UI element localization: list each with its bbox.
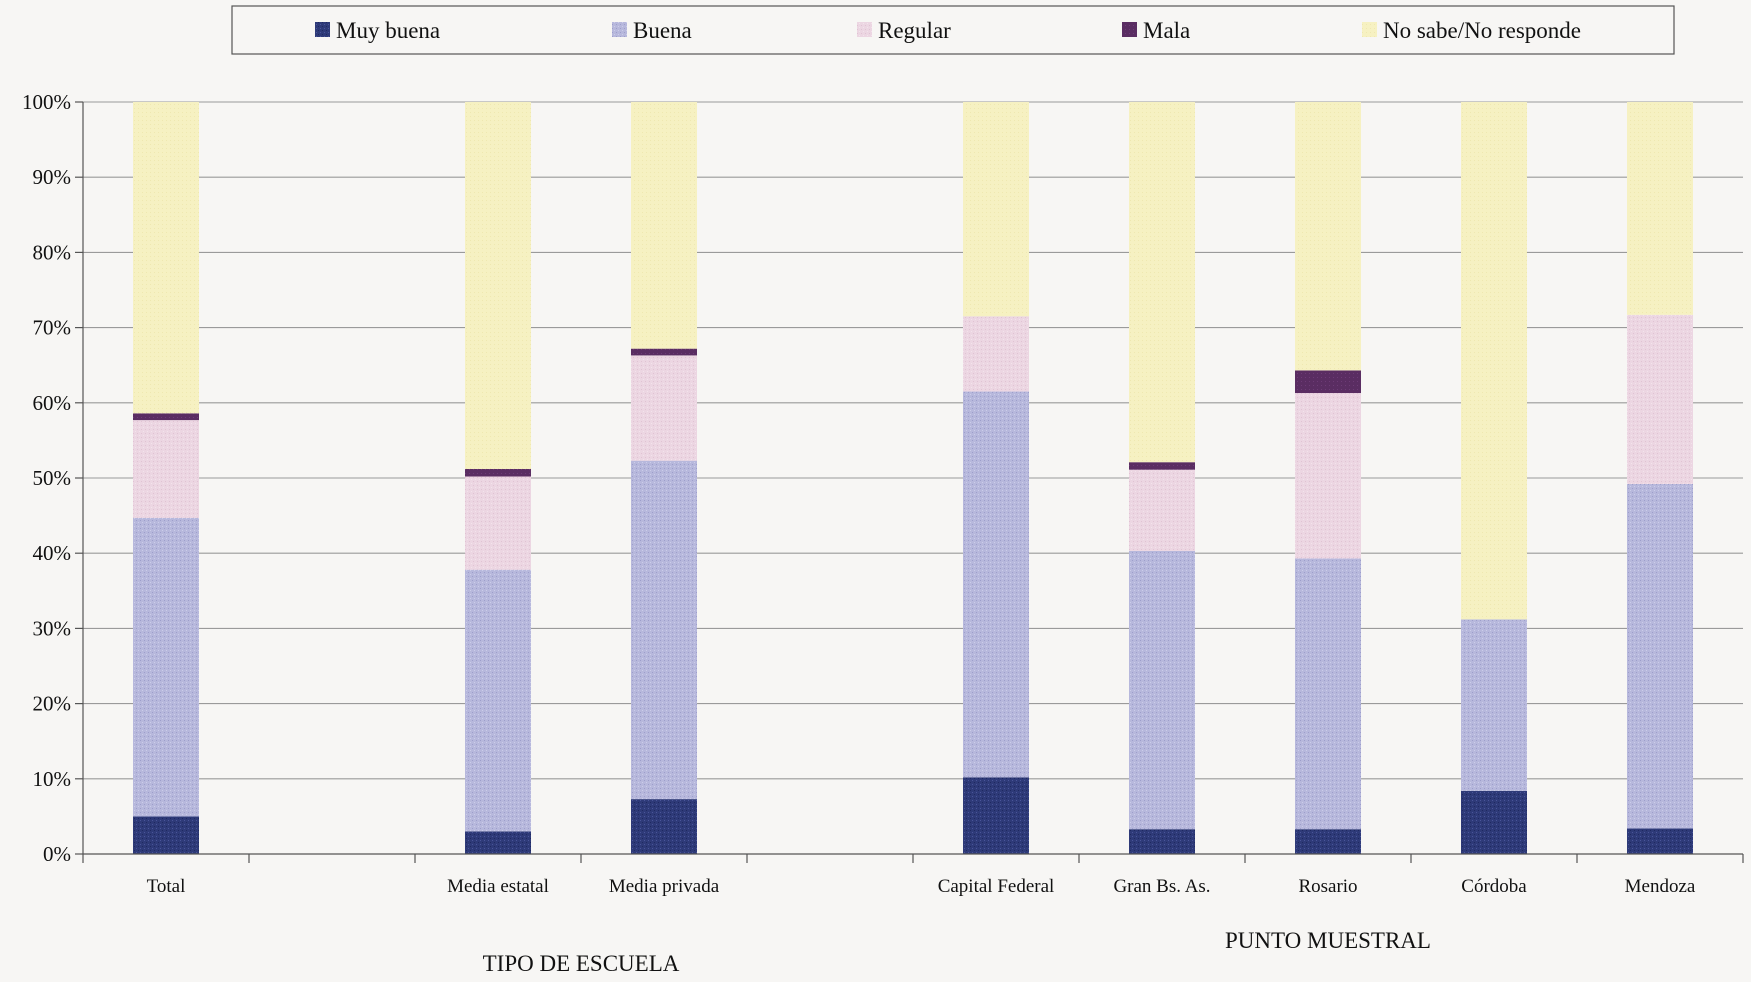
bar-stack-gran-bs-as	[1129, 102, 1195, 854]
bar-segment-buena	[1461, 619, 1527, 791]
bar-segment-buena	[631, 460, 697, 800]
bar-segment-regular	[1627, 314, 1693, 485]
y-tick-label: 30%	[33, 616, 72, 640]
y-tick-label: 40%	[33, 541, 72, 565]
bar-segment-no-sabe-no-responde	[1461, 102, 1527, 620]
bar-segment-no-sabe-no-responde	[133, 102, 199, 414]
bar-segment-buena	[133, 517, 199, 817]
group-label-tipo-de-escuela: TIPO DE ESCUELA	[483, 951, 680, 976]
legend-swatch	[857, 22, 872, 37]
legend-label: Muy buena	[336, 18, 440, 43]
bar-segment-mala	[1129, 462, 1195, 470]
legend-item-muy-buena: Muy buena	[315, 18, 440, 43]
bar-segment-no-sabe-no-responde	[963, 102, 1029, 317]
bar-segment-buena	[465, 569, 531, 832]
legend-item-regular: Regular	[857, 18, 951, 43]
bar-segment-buena	[1129, 550, 1195, 830]
bar-segment-regular	[133, 420, 199, 518]
group-labels: TIPO DE ESCUELA PUNTO MUESTRAL	[483, 928, 1431, 976]
bar-segment-muy-buena	[631, 799, 697, 854]
bar-segment-muy-buena	[1627, 828, 1693, 854]
legend-swatch	[1362, 22, 1377, 37]
bar-segment-muy-buena	[1295, 829, 1361, 854]
bar-segment-buena	[963, 391, 1029, 778]
legend-item-no-sabe-no-responde: No sabe/No responde	[1362, 18, 1581, 43]
y-tick-label: 0%	[43, 842, 71, 866]
bar-segment-muy-buena	[133, 816, 199, 854]
bar-segment-no-sabe-no-responde	[1627, 102, 1693, 315]
bar-stack-rosario	[1295, 102, 1361, 854]
bar-segment-no-sabe-no-responde	[1129, 102, 1195, 463]
x-tick-label: Córdoba	[1461, 876, 1527, 897]
y-tick-label: 50%	[33, 466, 72, 490]
y-tick-label: 20%	[33, 692, 72, 716]
y-tick-label: 70%	[33, 316, 72, 340]
bar-segment-mala	[631, 348, 697, 356]
bar-segment-muy-buena	[1129, 829, 1195, 854]
legend-frame	[231, 5, 1675, 55]
bar-segment-regular	[631, 355, 697, 461]
bar-segment-no-sabe-no-responde	[631, 102, 697, 349]
legend-swatch	[315, 22, 330, 37]
bar-segment-muy-buena	[1461, 790, 1527, 854]
bar-segment-buena	[1627, 484, 1693, 829]
bar-segment-mala	[133, 413, 199, 421]
legend-swatch	[612, 22, 627, 37]
bar-stack-media-privada	[631, 102, 697, 854]
bar-segment-no-sabe-no-responde	[465, 102, 531, 469]
legend-item-mala: Mala	[1122, 18, 1190, 43]
x-tick-label: Gran Bs. As.	[1113, 876, 1210, 897]
legend-label: Regular	[878, 18, 951, 43]
bar-segment-regular	[465, 476, 531, 570]
bar-segment-buena	[1295, 558, 1361, 830]
legend-label: Mala	[1143, 18, 1190, 43]
bar-segment-muy-buena	[465, 831, 531, 854]
bar-segment-muy-buena	[963, 777, 1029, 854]
bar-segment-regular	[963, 316, 1029, 392]
x-tick-label: Mendoza	[1625, 876, 1696, 897]
y-axis: 0% 10% 20% 30% 40% 50% 60% 70% 80% 90% 100%	[22, 90, 84, 866]
y-tick-label: 90%	[33, 165, 72, 189]
legend-label: No sabe/No responde	[1383, 18, 1581, 43]
bar-segment-regular	[1129, 469, 1195, 551]
x-tick-label: Media privada	[609, 876, 720, 897]
legend-label: Buena	[633, 18, 692, 43]
legend-item-buena: Buena	[612, 18, 692, 43]
x-tick-label: Rosario	[1298, 876, 1357, 897]
bar-stack-total	[133, 102, 199, 854]
bar-segment-mala	[1295, 370, 1361, 394]
bar-segment-no-sabe-no-responde	[1295, 102, 1361, 371]
bar-stack-capital-federal	[963, 102, 1029, 854]
bars	[133, 102, 1693, 854]
x-tick-label: Media estatal	[447, 876, 549, 897]
x-axis: Total Media estatal Media privada Capital F…	[82, 853, 1744, 897]
x-tick-label: Total	[147, 876, 186, 897]
legend: Muy buena Buena Regular Mala No sabe/No resp…	[231, 5, 1675, 55]
y-tick-label: 80%	[33, 240, 72, 264]
bar-stack-cordoba	[1461, 102, 1527, 854]
bar-segment-mala	[465, 468, 531, 477]
y-tick-label: 100%	[22, 90, 71, 114]
bar-stack-mendoza	[1627, 102, 1693, 854]
bar-stack-media-estatal	[465, 102, 531, 854]
group-label-punto-muestral: PUNTO MUESTRAL	[1225, 928, 1431, 953]
y-tick-label: 10%	[33, 767, 72, 791]
legend-swatch	[1122, 22, 1137, 37]
y-tick-label: 60%	[33, 391, 72, 415]
bar-segment-regular	[1295, 393, 1361, 559]
x-tick-label: Capital Federal	[938, 876, 1055, 897]
